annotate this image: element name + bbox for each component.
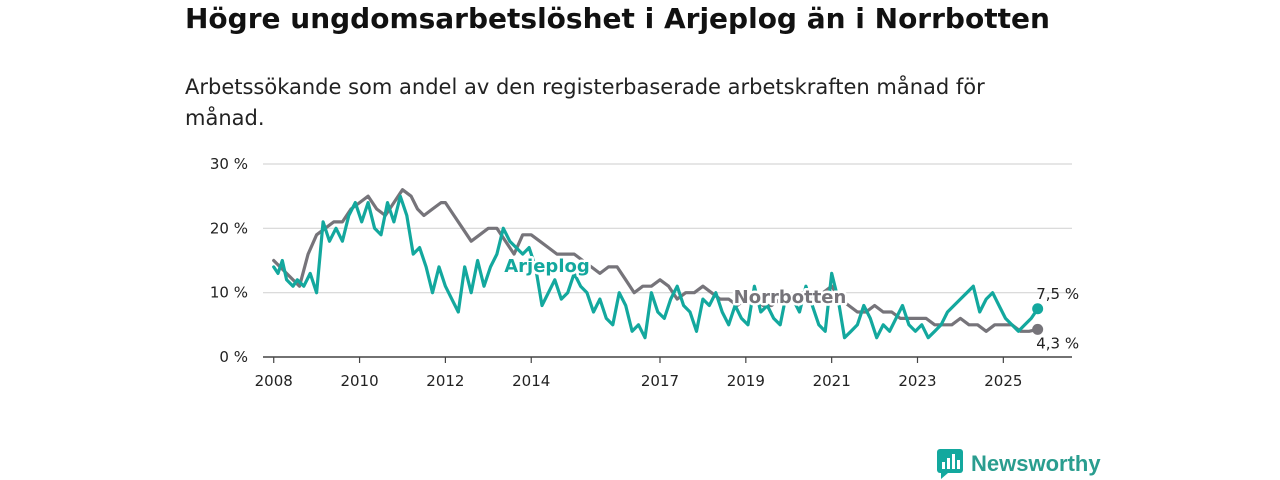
end-value-label-norrbotten: 4,3 % (1036, 334, 1079, 352)
series-line-norrbotten (272, 188, 1040, 333)
brand-name: Newsworthy (971, 451, 1101, 476)
brand-logo: Newsworthy (937, 449, 1101, 479)
chart-title: Högre ungdomsarbetslöshet i Arjeplog än … (185, 2, 1050, 35)
chart-subtitle: Arbetssökande som andel av den registerb… (185, 75, 985, 130)
end-point-arjeplog (1032, 303, 1044, 315)
series-line-arjeplog (272, 194, 1040, 340)
x-tick-label: 2012 (426, 372, 464, 390)
series-label-norrbotten: Norrbotten (734, 287, 847, 308)
y-tick-label: 30 % (210, 155, 248, 173)
x-tick-label: 2025 (984, 372, 1022, 390)
series-label-arjeplog: Arjeplog (504, 256, 590, 277)
end-value-label-arjeplog: 7,5 % (1036, 285, 1079, 303)
x-tick-label: 2023 (898, 372, 936, 390)
y-tick-label: 0 % (219, 348, 248, 366)
x-tick-label: 2014 (512, 372, 550, 390)
x-tick-label: 2019 (727, 372, 765, 390)
x-tick-label: 2017 (641, 372, 679, 390)
x-tick-label: 2021 (813, 372, 851, 390)
x-tick-label: 2010 (340, 372, 378, 390)
x-tick-label: 2008 (255, 372, 293, 390)
y-tick-label: 20 % (210, 219, 248, 237)
end-point-norrbotten (1032, 323, 1044, 335)
newsworthy-logo-icon (937, 449, 963, 479)
y-tick-label: 10 % (210, 284, 248, 302)
